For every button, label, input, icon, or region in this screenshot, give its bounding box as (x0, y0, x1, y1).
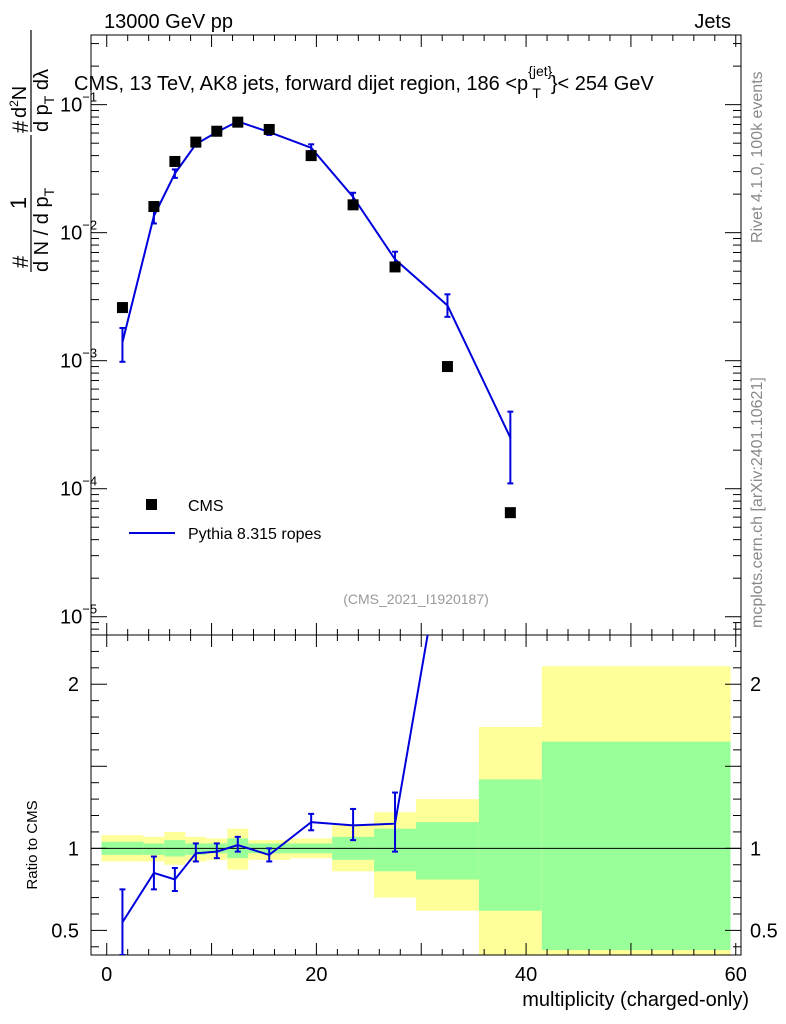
ylabel-denominator-2: d pT dλ (31, 69, 57, 132)
title-subscript: T (532, 85, 541, 101)
mcplots-label: mcplots.cern.ch [arXiv:2401.10621] (749, 377, 766, 628)
legend: CMS Pythia 8.315 ropes (129, 498, 321, 543)
title-main-text: CMS, 13 TeV, AK8 jets, forward dijet reg… (74, 73, 528, 95)
rivet-version-label: Rivet 4.1.0, 100k events (749, 71, 766, 243)
watermark-label: (CMS_2021_I1920187) (343, 591, 489, 607)
ratio-band-green-1 (143, 843, 165, 855)
ratio-plot-panel: 0 20 40 600.5 0.51 12 2 (51, 634, 778, 986)
y-tick-label: 10−2 (60, 218, 97, 245)
x-tick-label: 40 (515, 964, 537, 986)
y-tick-label: 10−4 (60, 474, 97, 501)
cms-marker (389, 261, 401, 273)
cms-marker (116, 302, 128, 314)
cms-marker (232, 116, 244, 128)
y-tick-label: 10−5 (60, 602, 97, 629)
y-tick-label: 10−3 (60, 346, 97, 373)
main-y-axis-label: # 1 d N / d pT # d2N d pT dλ (6, 30, 57, 272)
ratio-y-tick-label: 0.5 (51, 920, 79, 942)
ylabel-hash-1: # (8, 255, 33, 268)
ratio-y-tick-label-right: 1 (750, 838, 761, 860)
ylabel-numerator-2: d2N (7, 86, 31, 118)
ratio-y-tick-label: 2 (68, 674, 79, 696)
legend-marker-cms (146, 499, 157, 510)
cms-marker (504, 507, 516, 519)
ylabel-denominator-1: d N / d pT (31, 187, 57, 272)
cms-marker (148, 201, 160, 213)
header-energy-label: 13000 GeV pp (104, 11, 233, 33)
cms-marker (190, 136, 202, 148)
cms-marker (347, 199, 359, 211)
header-process-label: Jets (694, 11, 731, 33)
legend-label-pythia: Pythia 8.315 ropes (188, 526, 321, 543)
main-plot-frame (90, 34, 742, 636)
ratio-plot-frame (90, 634, 742, 956)
ratio-y-tick-label: 1 (68, 838, 79, 860)
y-tick-label: 10−1 (60, 90, 97, 117)
title-end-text: }< 254 GeV (551, 73, 655, 95)
ylabel-hash-2: # (8, 120, 33, 133)
x-axis-label: multiplicity (charged-only) (522, 989, 749, 1011)
ratio-band-green-12 (541, 741, 731, 951)
main-plot-title: CMS, 13 TeV, AK8 jets, forward dijet reg… (74, 63, 654, 101)
ratio-band-green-11 (478, 779, 542, 911)
ratio-y-tick-label-right: 0.5 (750, 920, 778, 942)
title-superscript: {jet} (528, 63, 552, 79)
cms-marker (305, 150, 317, 162)
x-tick-label: 60 (725, 964, 747, 986)
pythia-line (121, 120, 512, 439)
ratio-band-green-10 (416, 822, 479, 880)
x-tick-label: 0 (101, 964, 112, 986)
ratio-series-group (119, 635, 429, 955)
ratio-y-axis-label: Ratio to CMS (24, 800, 41, 889)
cms-marker (169, 155, 181, 167)
cms-marker (441, 361, 453, 373)
legend-label-cms: CMS (188, 498, 224, 515)
x-tick-label: 20 (305, 964, 327, 986)
main-plot-panel: 10−1 10−2 10−3 10−4 10−5 (60, 34, 742, 636)
cms-marker (211, 125, 223, 137)
ratio-y-tick-label-right: 2 (750, 674, 761, 696)
cms-marker (263, 123, 275, 135)
ylabel-numerator-1: 1 (6, 197, 31, 209)
